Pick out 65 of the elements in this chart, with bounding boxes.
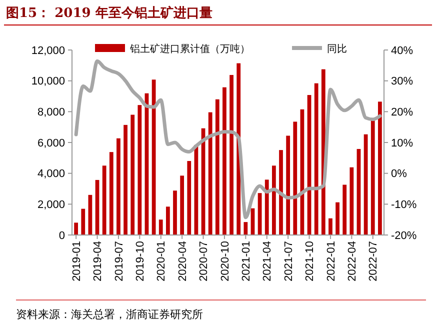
y-tick-label: 4,000 (37, 168, 65, 180)
line-series (74, 59, 382, 220)
y2-tick-label: 0% (391, 168, 408, 180)
x-tick-label: 2019-04 (92, 241, 104, 282)
x-tick-label: 2021-04 (262, 241, 274, 282)
bar (208, 112, 212, 235)
y2-tick-label: 30% (391, 76, 414, 88)
x-tick-label: 2022-04 (346, 241, 359, 282)
y2-tick-label: 20% (391, 106, 414, 119)
x-tick-label: 2020-01 (156, 241, 168, 282)
x-tick-label: 2022-07 (368, 241, 380, 282)
bar (370, 120, 375, 235)
chart-title: 图15： 2019 年至今铝土矿进口量 (6, 5, 212, 21)
y-tick-label: 10,000 (31, 76, 65, 88)
bar (314, 83, 318, 235)
bar (328, 218, 332, 235)
bar (130, 114, 135, 235)
bar (264, 180, 269, 235)
bar (215, 99, 220, 235)
x-tick-label: 2021-10 (304, 241, 316, 282)
y-tick-label: 2,000 (37, 199, 65, 212)
x-tick-label: 2020-07 (198, 241, 210, 282)
text: 资料来源：海关总署，浙商证券研究所 (16, 308, 203, 321)
y2-tick-label: -20% (391, 230, 417, 242)
y-tick-label: 6,000 (37, 137, 65, 150)
bar (124, 124, 128, 235)
x-tick-label: 2021-01 (240, 241, 253, 282)
x-tick-label: 2019-07 (113, 241, 126, 282)
bar (158, 220, 163, 235)
y-tick-label: 8,000 (37, 106, 65, 119)
y2-tick-label: -10% (391, 199, 417, 212)
bar (180, 176, 184, 235)
bar (166, 206, 170, 235)
x-tick-label: 2019-01 (70, 241, 83, 282)
x-tick-label: 2020-10 (219, 241, 232, 282)
bar (138, 105, 142, 235)
x-tick-label: 2021-07 (282, 241, 295, 282)
bar (74, 222, 78, 235)
bar (350, 167, 354, 235)
x-tick-label: 2022-01 (325, 241, 338, 282)
bar (173, 190, 177, 235)
bar (279, 150, 283, 235)
bar (336, 202, 340, 235)
bar (102, 166, 106, 235)
x-tick-label: 2020-04 (176, 241, 189, 282)
y-tick-label: 12,000 (31, 44, 65, 57)
legend-label: 同比 (327, 43, 347, 55)
y2-tick-label: 10% (391, 137, 414, 150)
bar (116, 138, 120, 235)
bar (293, 122, 298, 235)
bar (342, 184, 347, 235)
y-tick-label: 0 (58, 230, 65, 242)
y2-tick-label: 40% (391, 44, 414, 57)
bar (81, 208, 86, 235)
legend-label: 铝土矿进口累计值（万吨） (129, 43, 250, 55)
bar (272, 166, 276, 235)
bar (378, 102, 382, 235)
bar (244, 222, 248, 235)
bar (286, 136, 290, 235)
bar (187, 161, 192, 235)
bar (230, 74, 234, 235)
x-tick-label: 2019-10 (134, 241, 147, 282)
bar (356, 148, 361, 235)
bar (222, 87, 226, 235)
bar (109, 152, 114, 235)
